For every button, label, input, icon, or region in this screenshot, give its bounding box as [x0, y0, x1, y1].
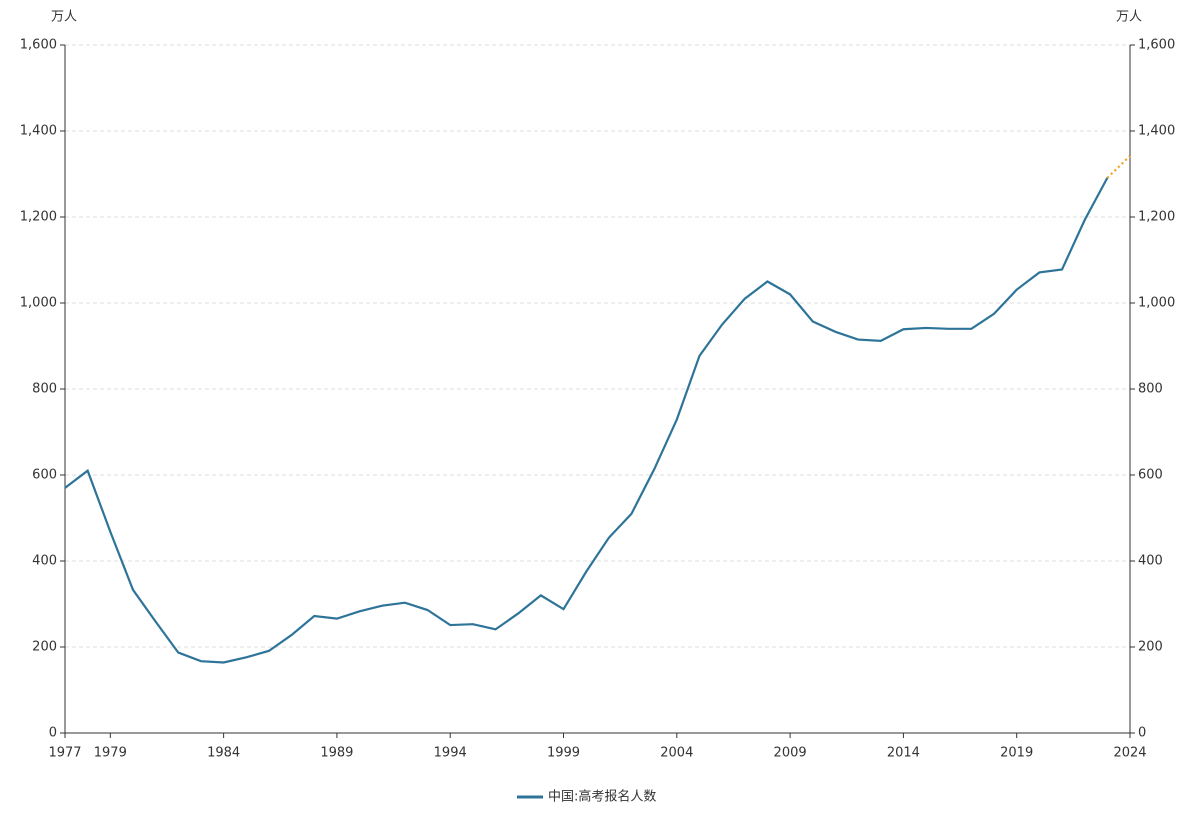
data-line: [64, 177, 1109, 664]
y2-tick-label: 0: [1138, 726, 1146, 741]
data-line: [1106, 155, 1131, 179]
x-tick-label: 1999: [547, 746, 580, 761]
y2-tick-label: 1,200: [1138, 210, 1175, 225]
x-tick-label: 1989: [320, 746, 353, 761]
y2-tick-label: 1,600: [1138, 38, 1175, 53]
y-tick-label: 1,200: [20, 210, 57, 225]
x-tick-label: 2014: [887, 746, 920, 761]
x-tick-label: 1984: [207, 746, 240, 761]
y-tick-label: 1,000: [20, 296, 57, 311]
y-tick-label: 400: [32, 554, 57, 569]
y-tick-label: 200: [32, 640, 57, 655]
x-tick-label: 1979: [94, 746, 127, 761]
y2-tick-label: 200: [1138, 640, 1163, 655]
y2-tick-label: 1,000: [1138, 296, 1175, 311]
y-axis-unit: 万人: [51, 10, 77, 25]
y2-axis-unit: 万人: [1116, 10, 1142, 25]
x-tick-label: 2009: [774, 746, 807, 761]
x-tick-label: 1977: [48, 746, 81, 761]
x-tick-label: 2024: [1113, 746, 1146, 761]
legend-label: 中国:高考报名人数: [548, 789, 656, 805]
y2-tick-label: 600: [1138, 468, 1163, 483]
y2-tick-label: 800: [1138, 382, 1163, 397]
y2-tick-label: 1,400: [1138, 124, 1175, 139]
x-tick-label: 2004: [660, 746, 693, 761]
x-tick-label: 1994: [434, 746, 467, 761]
y2-tick-label: 400: [1138, 554, 1163, 569]
x-tick-label: 2019: [1000, 746, 1033, 761]
y-tick-label: 800: [32, 382, 57, 397]
y-tick-label: 600: [32, 468, 57, 483]
y-tick-label: 0: [49, 726, 57, 741]
y-tick-label: 1,600: [20, 38, 57, 53]
y-tick-label: 1,400: [20, 124, 57, 139]
